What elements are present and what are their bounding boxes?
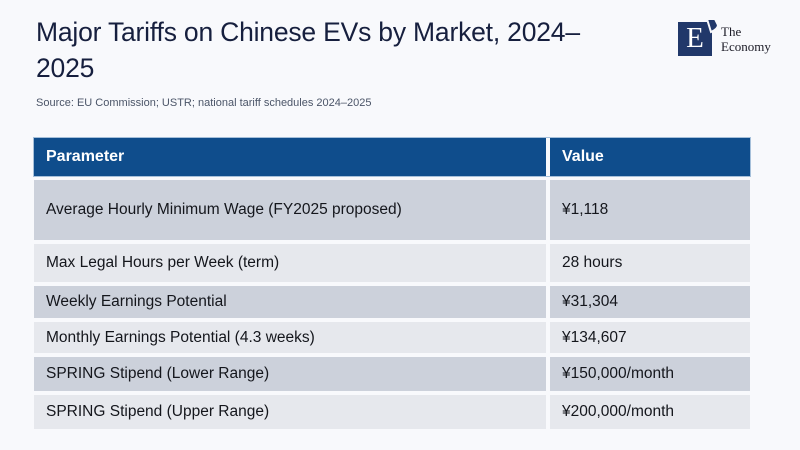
table-row: Max Legal Hours per Week (term) 28 hours [34, 244, 750, 282]
parameter-cell: Average Hourly Minimum Wage (FY2025 prop… [34, 180, 546, 240]
logo-wordmark-line2: Economy [721, 39, 771, 54]
page-title: Major Tariffs on Chinese EVs by Market, … [36, 17, 580, 83]
data-table: Parameter Value Average Hourly Minimum W… [34, 138, 750, 429]
column-header-value: Value [550, 138, 750, 176]
brand-logo: E The Economy [678, 18, 771, 56]
value-cell: 28 hours [550, 244, 750, 282]
table-row: SPRING Stipend (Lower Range) ¥150,000/mo… [34, 357, 750, 391]
source-note: Source: EU Commission; USTR; national ta… [36, 97, 372, 109]
value-cell: ¥31,304 [550, 286, 750, 318]
column-header-parameter: Parameter [34, 138, 546, 176]
value-cell: ¥200,000/month [550, 395, 750, 429]
value-cell: ¥134,607 [550, 322, 750, 353]
parameter-cell: Weekly Earnings Potential [34, 286, 546, 318]
logo-emblem: E [678, 18, 720, 56]
value-cell: ¥1,118 [550, 180, 750, 240]
parameter-cell: SPRING Stipend (Lower Range) [34, 357, 546, 391]
parameter-cell: SPRING Stipend (Upper Range) [34, 395, 546, 429]
parameter-cell: Max Legal Hours per Week (term) [34, 244, 546, 282]
table-row: SPRING Stipend (Upper Range) ¥200,000/mo… [34, 395, 750, 429]
table-row: Average Hourly Minimum Wage (FY2025 prop… [34, 180, 750, 240]
parameter-cell: Monthly Earnings Potential (4.3 weeks) [34, 322, 546, 353]
logo-letter-tile: E [678, 22, 712, 56]
table-row: Monthly Earnings Potential (4.3 weeks) ¥… [34, 322, 750, 353]
table-row: Weekly Earnings Potential ¥31,304 [34, 286, 750, 318]
logo-wordmark: The Economy [721, 22, 771, 56]
value-cell: ¥150,000/month [550, 357, 750, 391]
logo-wordmark-line1: The [721, 24, 742, 39]
table-header-row: Parameter Value [34, 138, 750, 176]
logo-quote-icon [705, 18, 720, 34]
